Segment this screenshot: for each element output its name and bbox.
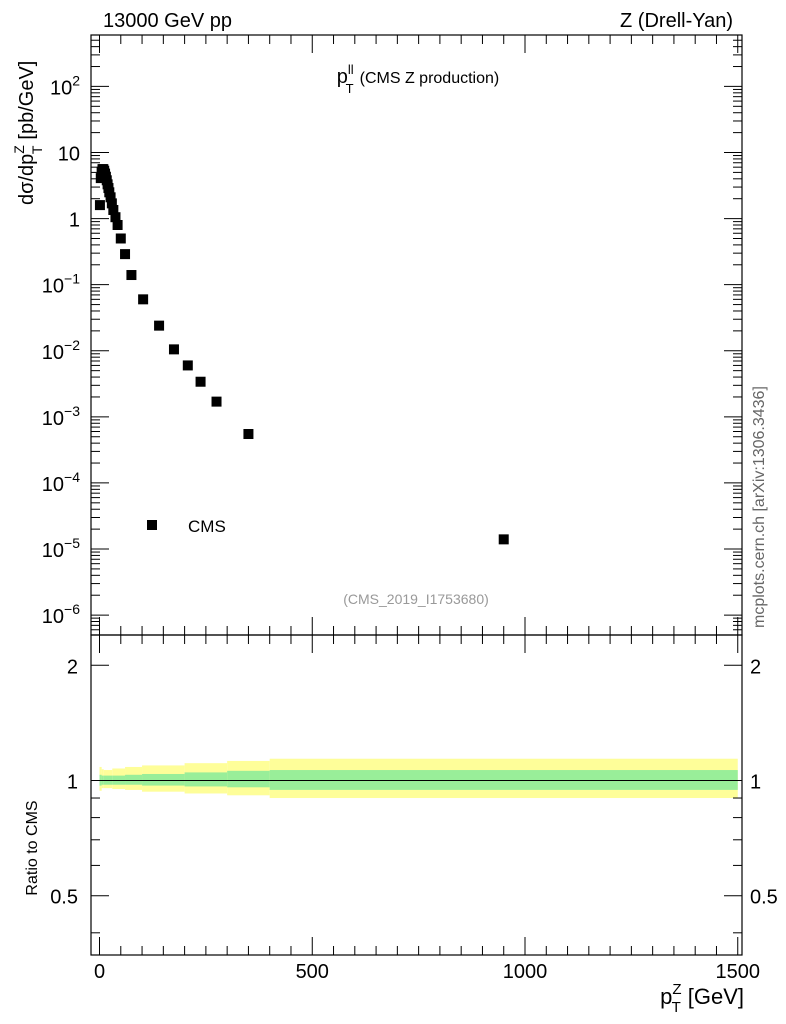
header-right: Z (Drell-Yan) xyxy=(620,10,733,32)
ratio-y-tick-label-right: 1 xyxy=(750,772,761,794)
y-tick-label: 10 xyxy=(58,144,80,166)
data-point xyxy=(104,187,115,198)
main-title: pll T(CMS Z production) xyxy=(337,62,499,96)
header-left: 13000 GeV pp xyxy=(103,10,232,32)
ratio-y-tick-label: 2 xyxy=(67,656,78,678)
x-tick-label: 500 xyxy=(296,961,329,983)
ratio-y-tick-label: 1 xyxy=(67,772,78,794)
data-point xyxy=(108,204,119,215)
data-point xyxy=(112,219,123,230)
data-point xyxy=(94,200,105,211)
analysis-watermark: (CMS_2019_I1753680) xyxy=(343,591,489,607)
ratio-inner-band xyxy=(184,772,228,787)
y-tick-label: 10−2 xyxy=(42,337,80,364)
x-tick-label: 0 xyxy=(94,961,105,983)
data-point xyxy=(138,294,149,305)
data-point xyxy=(105,192,116,203)
data-points xyxy=(94,164,509,545)
x-tick-label: 1500 xyxy=(715,961,760,983)
ratio-frame xyxy=(90,634,743,956)
data-point xyxy=(168,344,179,355)
data-point xyxy=(154,320,165,331)
ratio-inner-band xyxy=(125,774,143,785)
data-point xyxy=(106,198,117,209)
x-tick-label: 1000 xyxy=(503,961,548,983)
ratio-bands xyxy=(99,758,738,799)
legend-label: CMS xyxy=(188,517,226,536)
data-point xyxy=(182,360,193,371)
data-point xyxy=(120,249,131,260)
data-point xyxy=(243,429,254,440)
y-tick-label: 10−6 xyxy=(42,601,80,628)
data-point xyxy=(195,376,206,387)
side-label: mcplots.cern.ch [arXiv:1306.3436] xyxy=(751,386,768,628)
y-tick-label: 10−1 xyxy=(42,271,80,298)
axis-ticks xyxy=(91,34,742,955)
y-tick-label: 10−3 xyxy=(42,403,80,430)
ratio-inner-band xyxy=(227,770,270,788)
data-point xyxy=(115,233,126,244)
ratio-inner-band xyxy=(269,770,738,790)
y-tick-label: 1 xyxy=(69,210,80,232)
data-point xyxy=(110,212,121,223)
main-frame xyxy=(90,34,743,636)
y-tick-label: 102 xyxy=(50,72,80,99)
data-point xyxy=(498,534,509,545)
axis-tick-labels: 102 10 1 10−1 10−2 10−3 10−4 10−5 10−6 2 2 1 1 0.5 0.5… xyxy=(42,72,778,983)
data-point xyxy=(211,396,222,407)
ratio-y-axis-title: Ratio to CMS xyxy=(24,800,41,895)
y-tick-label: 10−5 xyxy=(42,535,80,562)
ratio-inner-band xyxy=(142,773,185,786)
y-tick-label: 10−4 xyxy=(42,469,80,496)
data-point xyxy=(126,270,137,281)
legend-marker xyxy=(147,520,157,530)
ratio-y-tick-label-right: 0.5 xyxy=(750,887,778,909)
ratio-y-tick-label-right: 2 xyxy=(750,656,761,678)
x-axis-title: pZ T [GeV] xyxy=(660,981,744,1016)
ratio-y-tick-label: 0.5 xyxy=(50,887,78,909)
y-axis-title: dσ/dpZ T[pb/GeV] xyxy=(11,61,45,205)
